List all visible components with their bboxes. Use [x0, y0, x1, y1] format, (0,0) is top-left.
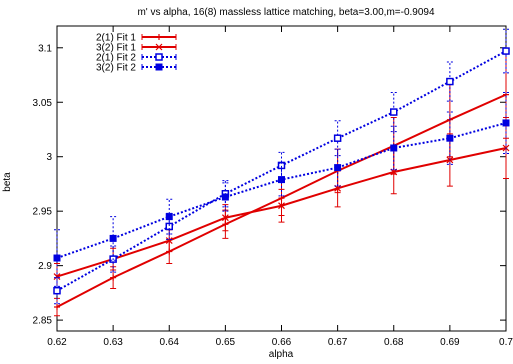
- series-3-point-0: [53, 254, 61, 262]
- legend: 2(1) Fit 13(2) Fit 12(1) Fit 23(2) Fit 2: [96, 33, 177, 74]
- x-tick-label-2: 0.64: [160, 337, 180, 348]
- series-0-point-0: [54, 304, 60, 311]
- legend-caps-3: [141, 64, 177, 70]
- y-axis-label: beta: [2, 172, 13, 192]
- legend-caps-0: [141, 34, 177, 40]
- x-tick-label-8: 0.7: [499, 337, 513, 348]
- series-2-point-8: [502, 47, 510, 55]
- series-2-point-6: [390, 108, 398, 116]
- series-3-errorbar-7: [446, 111, 453, 165]
- series-3-point-8: [502, 119, 510, 127]
- series-3-errorbar-3: [222, 182, 229, 212]
- series-1-point-4: [278, 202, 285, 210]
- legend-entry-3: 3(2) Fit 2: [96, 63, 177, 74]
- chart-title: m' vs alpha, 16(8) massless lattice matc…: [137, 7, 434, 18]
- series-1-point-2: [165, 237, 173, 245]
- y-tick-label-4: 3.05: [33, 98, 53, 109]
- x-tick-label-0: 0.62: [47, 337, 67, 348]
- series-3-point-1: [109, 234, 117, 242]
- legend-marker-0: [156, 34, 162, 40]
- legend-marker-3: [155, 63, 163, 71]
- series-3-point-4: [278, 176, 285, 184]
- series-3-point-2: [165, 213, 173, 221]
- legend-label-3: 3(2) Fit 2: [96, 63, 136, 74]
- series-1-point-3: [221, 214, 229, 222]
- series-2-errorbar-7: [446, 61, 453, 102]
- series-2-point-5: [333, 134, 342, 142]
- legend-caps-1: [141, 44, 177, 50]
- series-3-point-6: [390, 144, 398, 152]
- legend-entry-0: 2(1) Fit 1: [96, 33, 177, 44]
- series-2-point-4: [277, 161, 286, 170]
- series-3: [53, 91, 510, 287]
- legend-label-0: 2(1) Fit 1: [96, 33, 136, 44]
- legend-marker-1: [155, 43, 163, 51]
- series-3-point-7: [446, 134, 454, 142]
- y-tick-label-3: 3: [46, 152, 52, 163]
- legend-label-1: 3(2) Fit 1: [96, 43, 136, 54]
- series-layer: [53, 28, 510, 317]
- y-tick-label-5: 3.1: [38, 43, 52, 54]
- x-tick-label-4: 0.66: [272, 337, 292, 348]
- series-3-point-5: [334, 164, 342, 172]
- x-axis-label: alpha: [269, 349, 294, 360]
- series-3-errorbar-8: [503, 91, 509, 154]
- series-2-point-0: [53, 286, 61, 295]
- x-tick-label-7: 0.69: [440, 337, 460, 348]
- axes: 0.62 0.63 0.64 0.65 0.66 0.67 0.68 0.69 0.7 2.85 2…: [33, 26, 513, 348]
- series-2-errorbar-6: [390, 91, 397, 133]
- series-3-point-3: [221, 193, 229, 201]
- series-2-point-7: [446, 77, 454, 86]
- legend-caps-2: [141, 54, 177, 60]
- x-tick-label-1: 0.63: [103, 337, 123, 348]
- series-1: [53, 117, 510, 291]
- series-0-point-1: [110, 274, 117, 281]
- legend-entry-2: 2(1) Fit 2: [96, 53, 177, 64]
- x-tick-label-3: 0.65: [216, 337, 236, 348]
- x-tick-label-6: 0.68: [384, 337, 404, 348]
- legend-label-2: 2(1) Fit 2: [96, 53, 136, 64]
- legend-marker-2: [155, 53, 163, 61]
- y-tick-label-0: 2.85: [33, 316, 53, 327]
- y-tick-label-1: 2.9: [38, 261, 52, 272]
- legend-entry-1: 3(2) Fit 1: [96, 43, 177, 54]
- series-3-errorbar-5: [334, 148, 341, 187]
- x-tick-label-5: 0.67: [328, 337, 348, 348]
- y-tick-label-2: 2.95: [33, 207, 53, 218]
